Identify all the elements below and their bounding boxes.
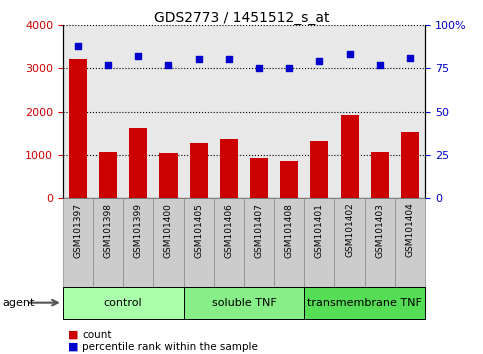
Text: GSM101405: GSM101405	[194, 202, 203, 258]
Text: GSM101398: GSM101398	[103, 202, 113, 258]
Text: GSM101401: GSM101401	[315, 202, 324, 258]
Text: transmembrane TNF: transmembrane TNF	[307, 298, 422, 308]
Bar	[250, 158, 268, 198]
Bar	[189, 143, 208, 198]
Bar	[304, 287, 425, 319]
Bar	[123, 198, 154, 287]
Point	[376, 62, 384, 68]
Text: control: control	[104, 298, 142, 308]
Bar	[371, 152, 389, 198]
Point	[315, 58, 323, 64]
Bar	[220, 139, 238, 198]
Bar	[244, 198, 274, 287]
Text: count: count	[82, 330, 112, 339]
Bar	[311, 141, 328, 198]
Text: GSM101404: GSM101404	[405, 202, 414, 257]
Text: GSM101408: GSM101408	[284, 202, 294, 258]
Point	[225, 57, 233, 62]
Text: GSM101400: GSM101400	[164, 202, 173, 258]
Bar	[184, 198, 213, 287]
Text: GSM101397: GSM101397	[73, 202, 83, 258]
Bar	[69, 59, 87, 198]
Text: soluble TNF: soluble TNF	[212, 298, 276, 308]
Bar	[93, 198, 123, 287]
Bar	[401, 132, 419, 198]
Point	[285, 65, 293, 71]
Bar	[99, 152, 117, 198]
Bar	[159, 153, 178, 198]
Bar	[213, 198, 244, 287]
Text: GSM101407: GSM101407	[255, 202, 264, 258]
Text: percentile rank within the sample: percentile rank within the sample	[82, 342, 258, 352]
Point	[195, 57, 202, 62]
Bar	[63, 198, 93, 287]
Text: ■: ■	[68, 342, 78, 352]
Text: GSM101399: GSM101399	[134, 202, 143, 258]
Bar	[184, 287, 304, 319]
Point	[74, 43, 82, 48]
Text: GSM101403: GSM101403	[375, 202, 384, 258]
Bar	[395, 198, 425, 287]
Bar	[274, 198, 304, 287]
Bar	[365, 198, 395, 287]
Bar	[280, 161, 298, 198]
Text: GSM101402: GSM101402	[345, 202, 354, 257]
Point	[346, 51, 354, 57]
Point	[406, 55, 414, 61]
Text: GSM101406: GSM101406	[224, 202, 233, 258]
Bar	[335, 198, 365, 287]
Text: GDS2773 / 1451512_s_at: GDS2773 / 1451512_s_at	[154, 11, 329, 25]
Point	[255, 65, 263, 71]
Point	[104, 62, 112, 68]
Text: ■: ■	[68, 330, 78, 339]
Bar	[63, 287, 184, 319]
Point	[165, 62, 172, 68]
Bar	[341, 115, 358, 198]
Bar	[304, 198, 335, 287]
Bar	[154, 198, 184, 287]
Point	[134, 53, 142, 59]
Text: agent: agent	[2, 298, 35, 308]
Bar	[129, 127, 147, 198]
